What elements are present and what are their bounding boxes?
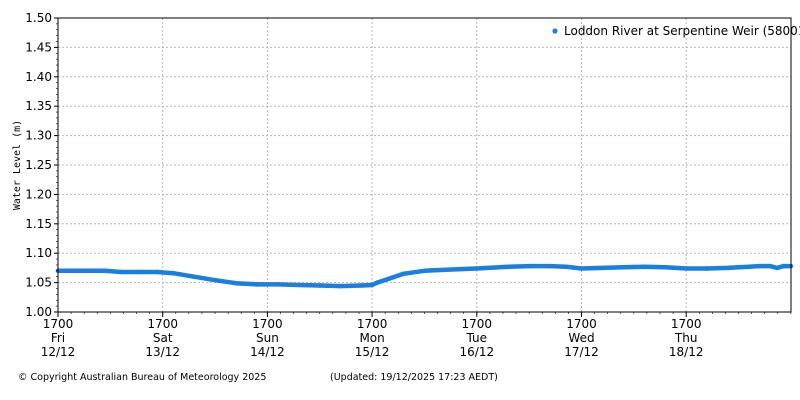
x-tick-label: 17/12	[564, 345, 599, 359]
x-tick-label: Fri	[51, 331, 65, 345]
y-tick-label: 1.10	[25, 246, 52, 260]
data-point	[746, 264, 752, 269]
x-tick-label: 1700	[43, 317, 74, 331]
plot-area	[58, 18, 791, 312]
x-tick-label: Thu	[674, 331, 698, 345]
updated-timestamp: (Updated: 19/12/2025 17:23 AEDT)	[330, 372, 498, 383]
data-point	[443, 267, 448, 272]
x-tick-label: 16/12	[460, 345, 495, 359]
data-point	[191, 274, 197, 279]
data-point	[375, 280, 380, 285]
data-point	[422, 268, 427, 273]
data-point	[767, 263, 773, 269]
x-tick-label: 1700	[147, 317, 178, 331]
data-point	[118, 269, 124, 275]
x-tick-label: 1700	[357, 317, 388, 331]
data-point	[527, 263, 532, 269]
x-tick-label: 15/12	[355, 345, 390, 359]
data-point	[338, 283, 343, 289]
data-point	[155, 269, 160, 275]
data-point	[579, 266, 584, 271]
data-point	[600, 265, 605, 271]
x-tick-label: 1700	[252, 317, 283, 331]
y-tick-label: 1.30	[25, 129, 52, 143]
y-tick-label: 1.45	[25, 40, 52, 54]
x-tick-label: Tue	[466, 331, 488, 345]
x-tick-label: Mon	[359, 331, 384, 345]
y-tick-label: 1.25	[25, 158, 52, 172]
legend-marker	[552, 28, 558, 34]
series-layer	[55, 263, 794, 289]
x-tick-label: 1700	[462, 317, 493, 331]
x-tick-label: 18/12	[669, 345, 704, 359]
data-point	[506, 264, 511, 269]
data-point	[401, 271, 406, 276]
data-point	[296, 282, 301, 288]
data-point	[233, 281, 239, 286]
data-point	[725, 265, 731, 271]
data-point	[102, 268, 108, 273]
data-point	[704, 266, 710, 271]
data-point	[775, 265, 780, 271]
data-point	[139, 269, 144, 275]
x-axis: 1700Fri12/121700Sat13/121700Sun14/121700…	[41, 312, 792, 359]
data-point	[547, 263, 553, 269]
x-tick-label: 14/12	[250, 345, 285, 359]
legend: Loddon River at Serpentine Weir (580012)	[552, 24, 800, 38]
y-tick-label: 1.20	[25, 187, 52, 201]
data-point	[757, 263, 762, 269]
data-point	[474, 266, 479, 271]
y-axis: 1.00 1.05 1.10 1.15 1.20 1.25 1.30 1.35 1.40 1.45…	[25, 11, 58, 319]
data-point	[275, 282, 281, 287]
data-point	[359, 283, 364, 288]
data-point	[171, 271, 176, 276]
gridlines	[58, 18, 791, 312]
data-point	[317, 283, 322, 288]
y-tick-label: 1.05	[25, 276, 52, 290]
x-tick-label: 12/12	[41, 345, 76, 359]
x-tick-label: Wed	[568, 331, 594, 345]
data-point	[684, 266, 689, 271]
x-tick-label: 1700	[671, 317, 702, 331]
y-tick-label: 1.15	[25, 217, 52, 231]
data-point	[621, 265, 626, 270]
data-point	[212, 278, 218, 283]
y-tick-label: 1.40	[25, 70, 52, 84]
legend-label: Loddon River at Serpentine Weir (580012)	[564, 24, 800, 38]
x-tick-label: 13/12	[145, 345, 180, 359]
y-tick-label: 1.35	[25, 99, 52, 113]
y-tick-label: 1.00	[25, 305, 52, 319]
y-axis-title: Water Level (m)	[12, 120, 23, 210]
data-point	[642, 264, 647, 269]
data-point	[254, 282, 260, 287]
copyright-notice: © Copyright Australian Bureau of Meteoro…	[18, 372, 267, 383]
y-tick-label: 1.50	[25, 11, 52, 25]
data-point	[781, 263, 786, 269]
x-tick-label: Sat	[153, 331, 173, 345]
data-point	[369, 282, 375, 288]
x-tick-label: 1700	[566, 317, 597, 331]
x-tick-label: Sun	[256, 331, 279, 345]
data-point	[563, 264, 568, 269]
data-point	[736, 265, 741, 270]
data-point	[385, 276, 390, 282]
data-point	[87, 268, 92, 273]
data-point	[663, 265, 668, 270]
